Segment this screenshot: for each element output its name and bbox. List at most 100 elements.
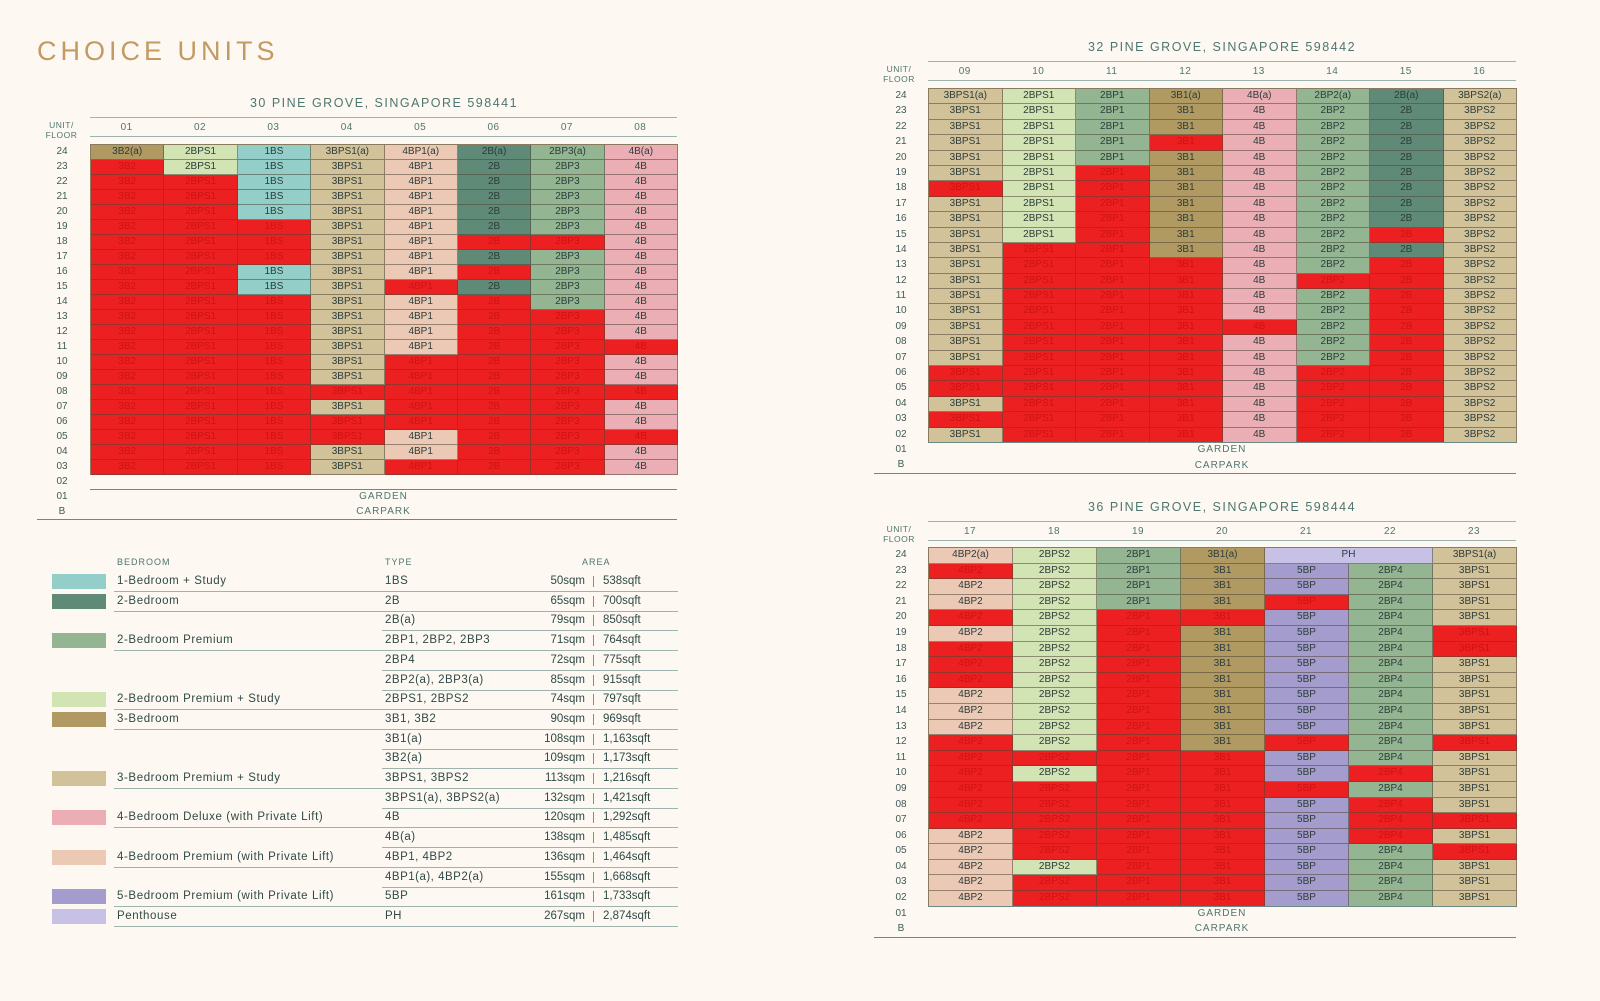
unit-cell[interactable]: 3B2(a): [91, 145, 165, 160]
unit-cell[interactable]: 5BP: [1265, 844, 1349, 860]
unit-cell[interactable]: 3BPS1: [1433, 781, 1517, 798]
unit-cell[interactable]: 2B: [1370, 104, 1444, 120]
unit-cell[interactable]: 3BPS1(a): [311, 145, 385, 160]
unit-cell[interactable]: 4BP2: [929, 828, 1013, 845]
unit-cell[interactable]: 3B1: [1149, 242, 1223, 259]
unit-cell[interactable]: 4B: [604, 175, 678, 190]
unit-cell[interactable]: 3BPS2: [1443, 181, 1517, 197]
unit-cell[interactable]: 2B: [457, 235, 532, 250]
unit-cell[interactable]: 2BP1: [1097, 548, 1181, 564]
unit-cell[interactable]: 3BPS1: [1433, 828, 1517, 845]
unit-cell[interactable]: 2B: [1370, 366, 1444, 382]
unit-cell[interactable]: 3B1: [1181, 735, 1265, 751]
unit-cell[interactable]: 2BP3: [531, 250, 605, 265]
unit-cell[interactable]: 3BPS1: [1433, 703, 1517, 720]
unit-cell[interactable]: 3B2: [91, 250, 165, 265]
unit-cell[interactable]: 2BPS1: [1002, 350, 1076, 367]
unit-cell[interactable]: 2BP4: [1349, 594, 1433, 611]
unit-cell[interactable]: 3BPS1: [929, 319, 1003, 336]
unit-cell[interactable]: 3B2: [91, 400, 165, 415]
unit-cell[interactable]: 3B1: [1181, 703, 1265, 720]
unit-cell[interactable]: 3BPS1: [311, 205, 385, 220]
unit-cell[interactable]: 2BP3: [531, 370, 605, 385]
unit-cell[interactable]: 3BPS1: [311, 310, 385, 325]
unit-cell[interactable]: 2B: [457, 310, 532, 325]
unit-cell[interactable]: 2BPS2: [1013, 672, 1097, 689]
unit-cell[interactable]: 2BPS1: [1002, 319, 1076, 336]
unit-cell[interactable]: 4B(a): [604, 145, 678, 160]
unit-cell[interactable]: 4B: [604, 235, 678, 250]
unit-cell[interactable]: 2BP2: [1296, 396, 1370, 413]
unit-cell[interactable]: 1BS: [237, 280, 312, 295]
unit-cell[interactable]: 2B: [457, 355, 532, 370]
unit-cell[interactable]: 2BP3: [531, 460, 605, 475]
unit-cell[interactable]: 3BPS1: [311, 460, 385, 475]
unit-cell[interactable]: 2BP1: [1097, 641, 1181, 658]
unit-cell[interactable]: 2BPS2: [1013, 688, 1097, 704]
unit-cell[interactable]: 3B1: [1181, 579, 1265, 595]
unit-cell[interactable]: 3B1: [1149, 135, 1223, 151]
unit-cell[interactable]: 2BP4: [1349, 657, 1433, 673]
unit-cell[interactable]: 4B: [1223, 427, 1297, 443]
unit-cell[interactable]: 3BPS1: [1433, 563, 1517, 580]
unit-cell[interactable]: 3BPS1: [1433, 610, 1517, 626]
unit-cell[interactable]: 2B: [1370, 396, 1444, 413]
unit-cell[interactable]: 2BP2: [1296, 227, 1370, 243]
unit-cell[interactable]: 2B: [1370, 150, 1444, 166]
unit-cell[interactable]: 2BP4: [1349, 579, 1433, 595]
unit-cell[interactable]: 2BP1: [1097, 594, 1181, 611]
unit-cell[interactable]: 3B1: [1181, 563, 1265, 580]
unit-cell[interactable]: 4B: [1223, 165, 1297, 182]
unit-cell[interactable]: 2BP4: [1349, 563, 1433, 580]
unit-cell[interactable]: 3BPS1: [311, 220, 385, 235]
unit-cell[interactable]: 2BPS1: [1002, 381, 1076, 397]
unit-cell[interactable]: 2BP3: [531, 415, 605, 430]
unit-cell[interactable]: 2B: [1370, 412, 1444, 428]
unit-cell[interactable]: 2BPS2: [1013, 735, 1097, 751]
unit-cell[interactable]: 2BPS1: [1002, 335, 1076, 351]
unit-cell[interactable]: 1BS: [237, 430, 312, 445]
unit-cell[interactable]: 3B1: [1181, 875, 1265, 892]
unit-cell[interactable]: 3B1: [1181, 594, 1265, 611]
unit-cell[interactable]: 2B: [1370, 227, 1444, 243]
unit-cell[interactable]: 2BP1: [1076, 350, 1150, 367]
unit-cell[interactable]: 3B1: [1149, 289, 1223, 305]
unit-cell[interactable]: 3BPS1: [1433, 657, 1517, 673]
unit-cell[interactable]: 4BP1: [384, 370, 458, 385]
unit-cell[interactable]: 2BP3: [531, 385, 605, 400]
unit-cell[interactable]: 1BS: [237, 265, 312, 280]
unit-cell[interactable]: 3BPS1: [311, 340, 385, 355]
unit-cell[interactable]: 3BPS2: [1443, 196, 1517, 213]
unit-cell[interactable]: 2BP4: [1349, 844, 1433, 860]
unit-cell[interactable]: 2BP4: [1349, 703, 1433, 720]
unit-cell[interactable]: 1BS: [237, 310, 312, 325]
unit-cell[interactable]: 2BPS2: [1013, 703, 1097, 720]
unit-cell[interactable]: 4BP2(a): [929, 548, 1013, 564]
unit-cell[interactable]: 1BS: [237, 235, 312, 250]
unit-cell[interactable]: 3B2: [91, 265, 165, 280]
unit-cell[interactable]: 5BP: [1265, 703, 1349, 720]
unit-cell[interactable]: 2BP1: [1076, 135, 1150, 151]
unit-cell[interactable]: 3B2: [91, 415, 165, 430]
unit-cell[interactable]: 2BP1: [1076, 319, 1150, 336]
unit-cell[interactable]: 4B: [1223, 319, 1297, 336]
unit-cell[interactable]: 4BP2: [929, 766, 1013, 782]
unit-cell[interactable]: 3BPS1: [1433, 719, 1517, 736]
unit-cell[interactable]: 3B1: [1149, 381, 1223, 397]
unit-cell[interactable]: 2B: [1370, 242, 1444, 259]
unit-cell[interactable]: 2BP3: [531, 430, 605, 445]
unit-cell[interactable]: 4B: [604, 205, 678, 220]
unit-cell[interactable]: 5BP: [1265, 859, 1349, 876]
unit-cell[interactable]: 3B2: [91, 430, 165, 445]
unit-cell[interactable]: 3BPS1: [929, 289, 1003, 305]
unit-cell[interactable]: 4BP2: [929, 688, 1013, 704]
unit-cell[interactable]: 2B: [1370, 212, 1444, 228]
unit-cell[interactable]: 2BP1: [1097, 657, 1181, 673]
unit-cell[interactable]: 2BPS1: [1002, 227, 1076, 243]
unit-cell[interactable]: 2BP4: [1349, 672, 1433, 689]
unit-cell[interactable]: 3BPS1: [1433, 641, 1517, 658]
unit-cell[interactable]: 2BP1: [1076, 89, 1150, 105]
unit-cell[interactable]: 1BS: [237, 190, 312, 205]
unit-cell[interactable]: 3BPS1: [1433, 875, 1517, 892]
unit-cell[interactable]: 4B: [604, 400, 678, 415]
